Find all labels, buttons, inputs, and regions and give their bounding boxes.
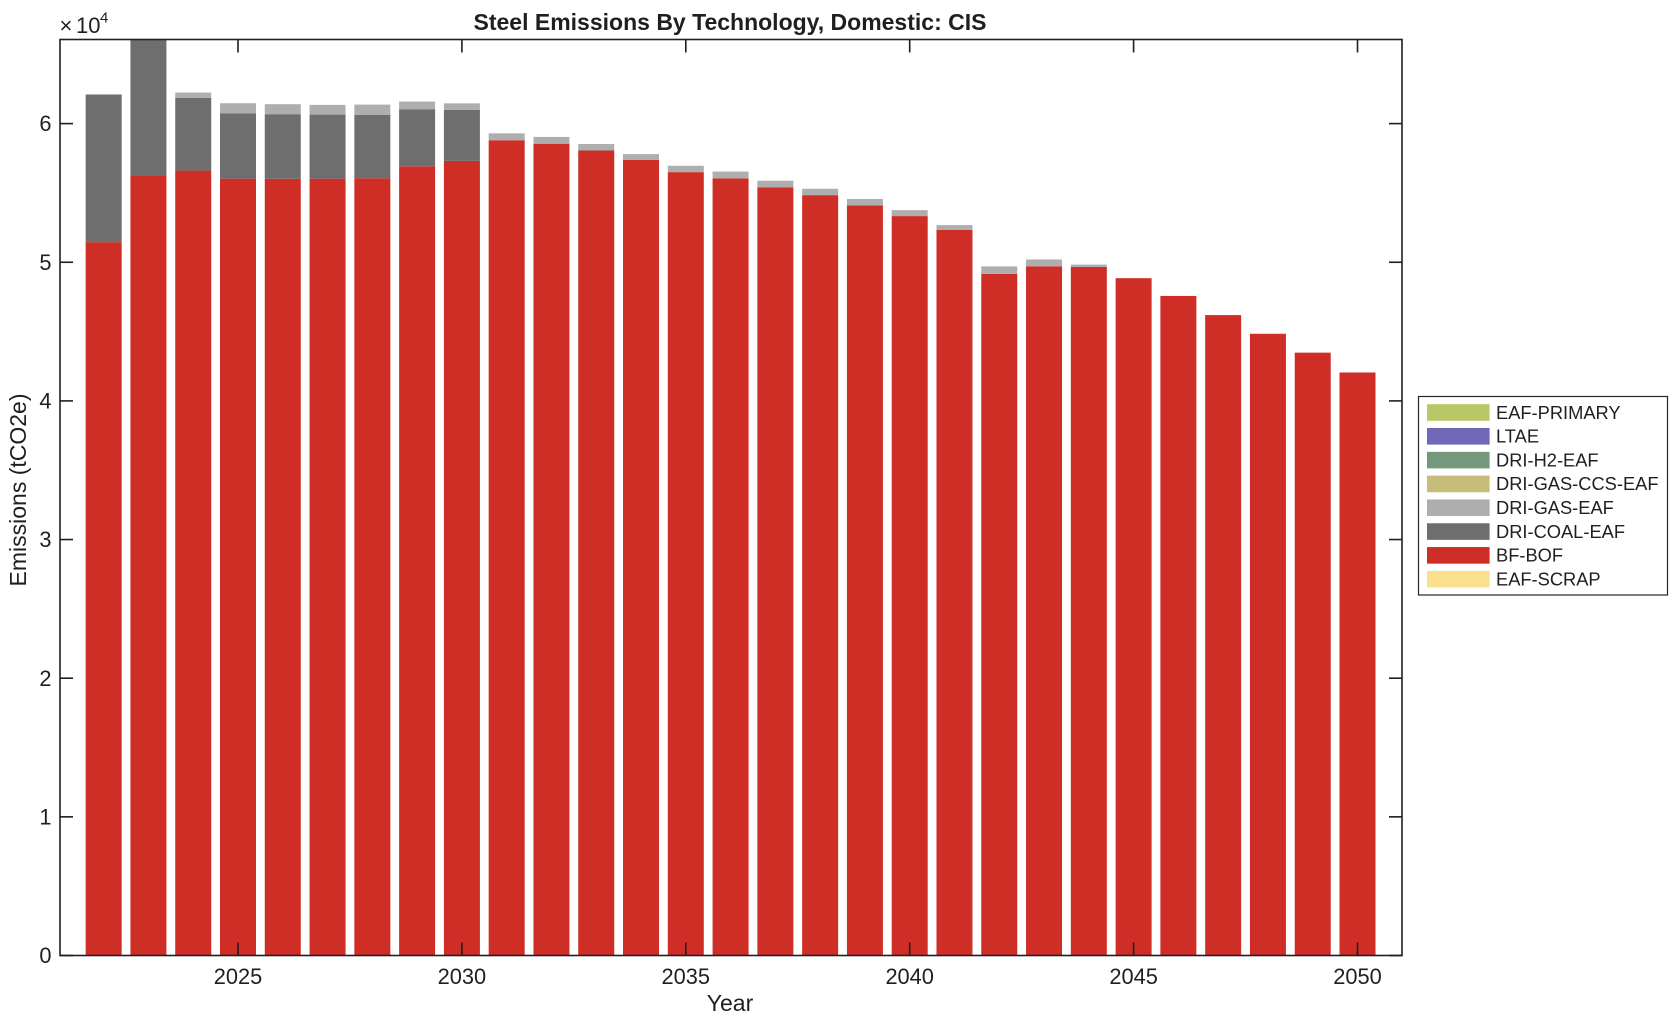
svg-text:0: 0: [39, 943, 51, 968]
svg-text:×104: × 104: [60, 10, 109, 39]
svg-text:2030: 2030: [438, 964, 487, 989]
svg-text:2045: 2045: [1109, 964, 1158, 989]
svg-text:DRI-COAL-EAF: DRI-COAL-EAF: [1496, 521, 1625, 542]
svg-text:5: 5: [39, 250, 51, 275]
svg-text:2: 2: [39, 666, 51, 691]
svg-text:1: 1: [39, 804, 51, 829]
svg-text:Steel Emissions By Technology,: Steel Emissions By Technology, Domestic:…: [474, 9, 987, 35]
svg-text:4: 4: [39, 389, 51, 414]
svg-text:2025: 2025: [214, 964, 263, 989]
svg-text:Year: Year: [707, 990, 754, 1016]
svg-text:DRI-GAS-CCS-EAF: DRI-GAS-CCS-EAF: [1496, 473, 1659, 494]
svg-text:6: 6: [39, 111, 51, 136]
svg-text:Emissions (tCO2e): Emissions (tCO2e): [5, 394, 31, 587]
svg-text:EAF-PRIMARY: EAF-PRIMARY: [1496, 402, 1621, 423]
svg-text:DRI-H2-EAF: DRI-H2-EAF: [1496, 449, 1599, 470]
svg-text:2040: 2040: [885, 964, 934, 989]
svg-text:2050: 2050: [1333, 964, 1382, 989]
svg-text:EAF-SCRAP: EAF-SCRAP: [1496, 568, 1601, 589]
svg-text:3: 3: [39, 527, 51, 552]
svg-text:2035: 2035: [662, 964, 711, 989]
svg-text:BF-BOF: BF-BOF: [1496, 545, 1563, 566]
svg-text:DRI-GAS-EAF: DRI-GAS-EAF: [1496, 497, 1614, 518]
svg-text:LTAE: LTAE: [1496, 426, 1539, 447]
